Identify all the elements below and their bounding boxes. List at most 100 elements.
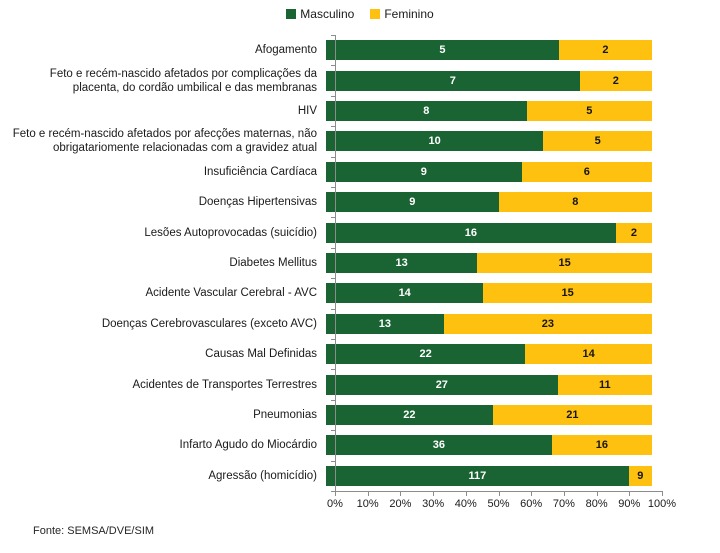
percent-axis-tick-label: 100% bbox=[647, 498, 677, 510]
value-label-feminino: 2 bbox=[612, 74, 619, 87]
table-row: Pneumonias 22 21 bbox=[0, 400, 662, 430]
value-label-feminino: 2 bbox=[602, 44, 609, 57]
stacked-bar: 27 11 bbox=[326, 374, 652, 395]
bar-segment-feminino: 2 bbox=[558, 40, 652, 61]
value-label-masculino: 22 bbox=[403, 409, 416, 422]
bar-segment-masculino: 13 bbox=[326, 313, 444, 334]
feminino-swatch-icon bbox=[370, 9, 381, 19]
value-label-masculino: 27 bbox=[435, 378, 448, 391]
bar-segment-feminino: 8 bbox=[498, 192, 652, 213]
value-label-feminino: 14 bbox=[582, 348, 595, 361]
stacked-bar: 36 16 bbox=[326, 435, 652, 456]
stacked-bar: 13 15 bbox=[326, 253, 652, 274]
table-row: Acidentes de Transportes Terrestres 27 11 bbox=[0, 369, 662, 399]
bar-segment-masculino: 16 bbox=[326, 222, 616, 243]
bar-segment-masculino: 14 bbox=[326, 283, 484, 304]
stacked-bar: 10 5 bbox=[326, 131, 652, 152]
percent-axis-tick-label: 20% bbox=[389, 498, 412, 510]
table-row: Afogamento 5 2 bbox=[0, 35, 662, 65]
table-row: HIV 8 5 bbox=[0, 96, 662, 126]
category-label: Afogamento bbox=[254, 44, 317, 57]
bar-segment-masculino: 7 bbox=[326, 70, 580, 91]
category-label: Doenças Cerebrovasculares (exceto AVC) bbox=[101, 317, 317, 330]
category-label: Causas Mal Definidas bbox=[205, 348, 317, 361]
category-axis-tick bbox=[331, 95, 336, 97]
percent-axis-tick-label: 30% bbox=[422, 498, 445, 510]
value-label-feminino: 23 bbox=[541, 317, 554, 330]
category-axis-tick bbox=[331, 156, 336, 158]
bar-segment-masculino: 117 bbox=[326, 465, 629, 486]
legend-label-masculino: Masculino bbox=[300, 7, 355, 21]
percent-axis-tick-label: 50% bbox=[487, 498, 510, 510]
category-label: Feto e recém-nascido afetados por compli… bbox=[49, 67, 317, 94]
value-label-masculino: 13 bbox=[378, 317, 391, 330]
bar-segment-masculino: 9 bbox=[326, 192, 499, 213]
legend-item-masculino: Masculino bbox=[286, 7, 354, 21]
value-label-feminino: 15 bbox=[561, 287, 574, 300]
value-label-masculino: 14 bbox=[398, 287, 411, 300]
bar-segment-masculino: 5 bbox=[326, 40, 559, 61]
category-axis-tick bbox=[331, 399, 336, 401]
stacked-bar: 13 23 bbox=[326, 313, 652, 334]
bar-segment-masculino: 9 bbox=[326, 161, 522, 182]
masculino-swatch-icon bbox=[286, 9, 297, 19]
bar-segment-masculino: 10 bbox=[326, 131, 544, 152]
category-axis-tick bbox=[331, 126, 336, 128]
value-label-feminino: 8 bbox=[572, 196, 579, 209]
bar-segment-feminino: 9 bbox=[628, 465, 652, 486]
bar-segment-masculino: 36 bbox=[326, 435, 552, 456]
value-label-masculino: 22 bbox=[419, 348, 432, 361]
value-label-feminino: 5 bbox=[586, 105, 593, 118]
percent-axis-tick-label: 90% bbox=[618, 498, 641, 510]
percent-axis-tick bbox=[367, 491, 369, 496]
bar-segment-feminino: 5 bbox=[543, 131, 652, 152]
category-label: Lesões Autoprovocadas (suicídio) bbox=[144, 226, 317, 239]
table-row: Doenças Cerebrovasculares (exceto AVC) 13… bbox=[0, 309, 662, 339]
bar-segment-feminino: 16 bbox=[551, 435, 652, 456]
percent-axis-tick-label: 70% bbox=[552, 498, 575, 510]
category-axis-tick bbox=[331, 308, 336, 310]
bar-segment-masculino: 13 bbox=[326, 253, 478, 274]
category-axis-tick bbox=[331, 278, 336, 280]
percent-axis-tick bbox=[596, 491, 598, 496]
value-label-feminino: 11 bbox=[598, 378, 611, 391]
percent-axis-tick bbox=[662, 491, 663, 496]
percent-axis-tick bbox=[563, 491, 565, 496]
bar-segment-feminino: 11 bbox=[557, 374, 652, 395]
table-row: Feto e recém-nascido afetados por afecçõ… bbox=[0, 126, 662, 156]
bar-segment-feminino: 6 bbox=[521, 161, 652, 182]
percent-axis-tick-label: 80% bbox=[585, 498, 608, 510]
bar-segment-feminino: 23 bbox=[443, 313, 652, 334]
value-label-feminino: 6 bbox=[583, 165, 590, 178]
percent-axis-tick-label: 60% bbox=[520, 498, 543, 510]
category-axis-tick bbox=[331, 247, 336, 249]
category-label: Pneumonias bbox=[253, 409, 317, 422]
category-axis-tick bbox=[331, 460, 336, 462]
value-label-feminino: 16 bbox=[595, 439, 608, 452]
value-label-masculino: 8 bbox=[423, 105, 430, 118]
value-label-masculino: 16 bbox=[464, 226, 477, 239]
percent-axis-tick bbox=[335, 491, 336, 496]
category-axis-tick bbox=[331, 35, 336, 36]
value-label-masculino: 117 bbox=[468, 469, 487, 482]
stacked-bar: 22 14 bbox=[326, 344, 652, 365]
bar-segment-masculino: 22 bbox=[326, 405, 493, 426]
category-axis-tick bbox=[331, 65, 336, 67]
category-label: Diabetes Mellitus bbox=[229, 257, 317, 270]
category-label: Acidentes de Transportes Terrestres bbox=[132, 378, 317, 391]
percent-axis-tick bbox=[498, 491, 500, 496]
chart-legend: Masculino Feminino bbox=[0, 7, 720, 21]
category-axis-tick bbox=[331, 187, 336, 188]
stacked-bar: 22 21 bbox=[326, 405, 652, 426]
percent-axis-tick bbox=[531, 491, 533, 496]
percent-axis-tick-label: 40% bbox=[454, 498, 477, 510]
source-note: Fonte: SEMSA/DVE/SIM bbox=[33, 525, 155, 537]
bar-segment-feminino: 15 bbox=[477, 253, 652, 274]
stacked-bar: 117 9 bbox=[326, 465, 652, 486]
table-row: Agressão (homicídio) 117 9 bbox=[0, 461, 662, 491]
table-row: Insuficiência Cardíaca 9 6 bbox=[0, 157, 662, 187]
category-label: Acidente Vascular Cerebral - AVC bbox=[145, 287, 317, 300]
value-label-feminino: 5 bbox=[594, 135, 601, 148]
